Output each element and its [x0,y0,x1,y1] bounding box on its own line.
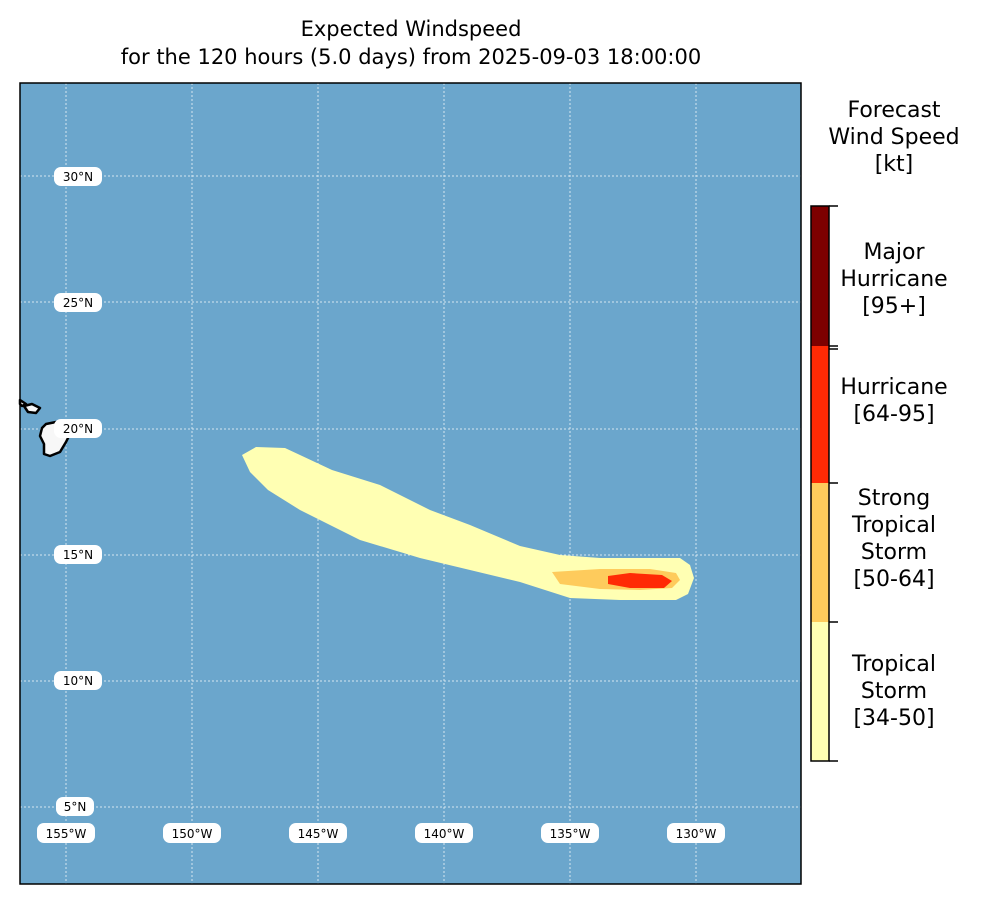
hurricane-swath [608,573,672,588]
lon-label-box [289,823,347,843]
colorbar [810,205,838,762]
lat-label: 15°N [63,548,93,562]
legend-label-line: Hurricane [840,375,948,400]
lon-label: 135°W [550,827,591,841]
lat-label-box [54,671,102,690]
colorbar-major-hurricane [811,206,829,346]
legend-label-line: Storm [860,679,928,704]
legend-label-line: Tropical [852,513,936,538]
lat-label-box [54,419,102,438]
lat-label: 5°N [64,800,87,814]
chart-title: Expected Windspeed [300,17,522,41]
lat-label: 25°N [63,296,93,310]
legend-label-line: [50-64] [853,567,935,592]
map-frame [19,82,802,885]
legend-title-line: Wind Speed [828,125,960,150]
lat-label-box [54,545,102,564]
legend-label-tropical-storm: Tropical Storm [34-50] [818,651,970,732]
legend-label-line: [34-50] [853,706,935,731]
lat-label: 10°N [63,674,93,688]
colorbar-strong-tropical-storm [811,483,829,622]
lat-label-box [56,797,94,816]
lon-label: 145°W [298,827,339,841]
legend-title: Forecast Wind Speed [kt] [814,97,974,178]
lon-label-box [667,823,725,843]
colorbar-hurricane [811,346,829,483]
lon-label-box [163,823,221,843]
graticule [20,83,801,884]
lon-label-box [37,823,95,843]
legend-label-strong-tropical-storm: Strong Tropical Storm [50-64] [818,485,970,593]
tropical-storm-swath [242,447,694,600]
ocean-area [20,83,801,884]
wind-swath [242,447,694,600]
lon-labels: 155°W 150°W 145°W 140°W 135°W 130°W [37,823,725,843]
legend-title-line: Forecast [847,98,941,123]
legend-label-line: Strong [857,486,931,511]
colorbar-tropical-storm [811,622,829,761]
lat-label-box [54,167,102,186]
lat-label: 20°N [63,422,93,436]
lon-label-box [415,823,473,843]
lat-label-box [54,293,102,312]
lon-label: 150°W [172,827,213,841]
legend-label-line: Storm [860,540,928,565]
legend-label-major-hurricane: Major Hurricane [95+] [818,239,970,320]
lat-labels: 30°N 25°N 20°N 15°N 10°N 5°N [54,167,102,816]
chart-subtitle: for the 120 hours (5.0 days) from 2025-0… [120,45,702,69]
legend-label-hurricane: Hurricane [64-95] [818,374,970,428]
lon-label: 140°W [424,827,465,841]
legend-label-line: [95+] [862,294,926,319]
legend-title-line: [kt] [874,152,914,177]
legend-label-line: Major [863,240,925,265]
lon-label-box [541,823,599,843]
colorbar-ticks [829,205,838,762]
legend-label-line: Tropical [852,652,936,677]
legend-label-line: [64-95] [853,402,935,427]
lon-label: 130°W [676,827,717,841]
lon-label: 155°W [46,827,87,841]
legend-label-line: Hurricane [840,267,948,292]
lat-label: 30°N [63,170,93,184]
